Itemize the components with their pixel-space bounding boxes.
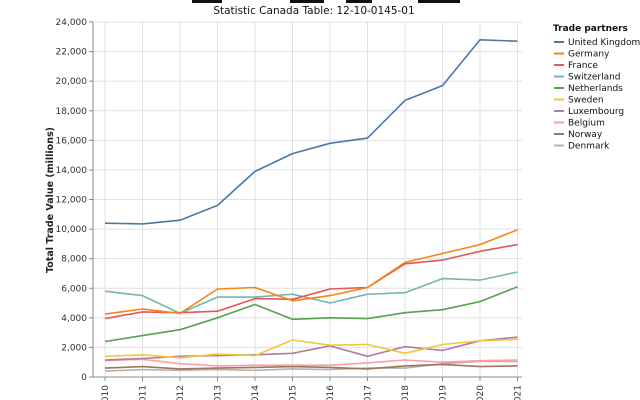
- x-tick-label: 012: [176, 385, 186, 400]
- legend-label: United Kingdom: [568, 38, 640, 48]
- y-tick-label: 18,000: [56, 107, 88, 117]
- y-axis: 0 2,000 4,000 6,000 8,000 10,000 12,000 14,000 1…: [56, 18, 94, 383]
- legend-item: United Kingdom: [554, 38, 640, 48]
- y-tick-label: 10,000: [56, 225, 88, 235]
- legend-label: Belgium: [568, 119, 605, 129]
- legend-label: Denmark: [568, 142, 610, 152]
- x-axis: 010 011 012 013 014 015 016 017 018 019 020 021: [93, 376, 524, 400]
- x-tick-label: 020: [476, 385, 486, 400]
- title-clipped-fragment: [192, 0, 460, 3]
- legend-item: Sweden: [554, 96, 604, 106]
- chart-subtitle: Statistic Canada Table: 12-10-0145-01: [213, 5, 414, 17]
- y-tick-label: 20,000: [56, 77, 88, 87]
- series-line-united-kingdom: [104, 38, 518, 225]
- legend-item: Netherlands: [554, 84, 623, 94]
- legend-label: Luxembourg: [568, 107, 624, 117]
- x-tick-label: 018: [401, 385, 411, 400]
- x-tick-label: 021: [514, 385, 524, 400]
- legend-item: Luxembourg: [554, 107, 624, 117]
- series-line-sweden: [104, 338, 518, 359]
- y-tick-label: 16,000: [56, 136, 88, 146]
- legend-item: Norway: [554, 130, 603, 140]
- y-axis-title: Total Trade Value (millions): [45, 127, 56, 273]
- y-tick-label: 4,000: [61, 314, 87, 324]
- legend-item: France: [554, 61, 598, 71]
- legend-label: Netherlands: [568, 84, 623, 94]
- x-tick-label: 019: [439, 385, 449, 400]
- legend-item: Belgium: [554, 119, 605, 129]
- x-tick-label: 017: [364, 385, 374, 400]
- series-lines: [104, 38, 518, 372]
- series-line-netherlands: [104, 286, 518, 343]
- legend-label: Sweden: [568, 96, 604, 106]
- legend-label: Germany: [568, 50, 610, 60]
- legend-item: Germany: [554, 50, 610, 60]
- y-tick-label: 14,000: [56, 166, 88, 176]
- x-tick-label: 014: [251, 385, 261, 400]
- legend-item: Switzerland: [554, 73, 621, 83]
- x-tick-label: 013: [214, 385, 224, 400]
- legend-label: France: [568, 61, 598, 71]
- x-tick-label: 010: [101, 385, 111, 400]
- legend-label: Norway: [568, 130, 603, 140]
- x-tick-label: 016: [326, 385, 336, 400]
- x-tick-label: 011: [139, 385, 149, 400]
- y-tick-label: 24,000: [56, 18, 88, 28]
- grid: [93, 21, 522, 378]
- series-line-denmark: [104, 360, 518, 372]
- y-tick-label: 0: [81, 373, 87, 383]
- x-tick-label: 015: [289, 385, 299, 400]
- y-tick-label: 12,000: [56, 196, 88, 206]
- series-line-norway: [104, 363, 518, 370]
- legend: Trade partners United Kingdom GermanyFran…: [553, 24, 640, 152]
- series-line-belgium: [104, 358, 518, 367]
- y-tick-label: 22,000: [56, 48, 88, 58]
- legend-item: Denmark: [554, 142, 610, 152]
- legend-title: Trade partners: [553, 24, 628, 34]
- legend-label: Switzerland: [568, 73, 621, 83]
- y-tick-label: 6,000: [61, 284, 87, 294]
- series-line-germany: [104, 229, 518, 315]
- y-tick-label: 8,000: [61, 255, 87, 265]
- y-tick-label: 2,000: [61, 343, 87, 353]
